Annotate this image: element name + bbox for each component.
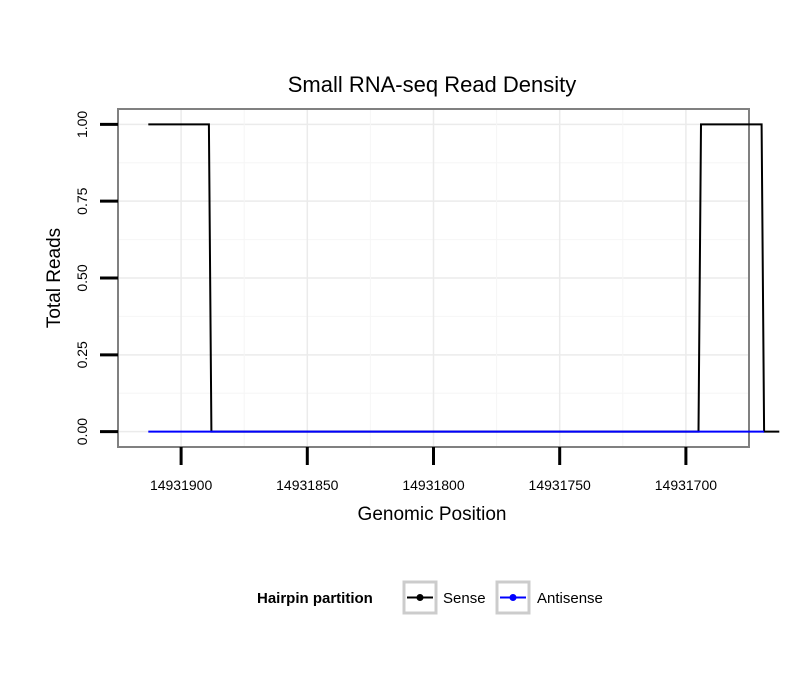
y-tick-label: 0.75 — [74, 187, 90, 214]
legend-item-sense: Sense — [402, 580, 486, 615]
x-axis-title: Genomic Position — [358, 504, 507, 525]
y-tick-label: 0.00 — [74, 418, 90, 445]
legend-label: Antisense — [537, 590, 603, 607]
legend-key-point — [509, 594, 517, 601]
x-tick-label: 14931900 — [150, 477, 213, 493]
y-axis: 0.00 0.25 0.50 0.75 1.00 — [74, 111, 118, 445]
series-layer — [148, 123, 780, 433]
legend-item-antisense: Antisense — [495, 580, 603, 615]
x-tick-label: 14931850 — [276, 477, 339, 493]
y-tick-label: 0.50 — [74, 264, 90, 291]
y-tick-label: 1.00 — [74, 111, 90, 138]
x-tick-label: 14931700 — [655, 477, 718, 493]
legend: Hairpin partition Sense Antisense — [257, 580, 603, 615]
x-tick-label: 14931800 — [402, 477, 465, 493]
series-line-sense — [148, 123, 780, 433]
x-tick-label: 14931750 — [529, 477, 592, 493]
legend-key-point — [416, 594, 424, 601]
chart-title: Small RNA-seq Read Density — [288, 72, 577, 97]
legend-title: Hairpin partition — [257, 590, 373, 607]
y-tick-label: 0.25 — [74, 341, 90, 368]
legend-label: Sense — [443, 590, 486, 607]
y-axis-title: Total Reads — [44, 228, 65, 328]
x-axis: 14931900 14931850 14931800 14931750 14931700 — [150, 447, 717, 493]
grid — [118, 109, 749, 447]
